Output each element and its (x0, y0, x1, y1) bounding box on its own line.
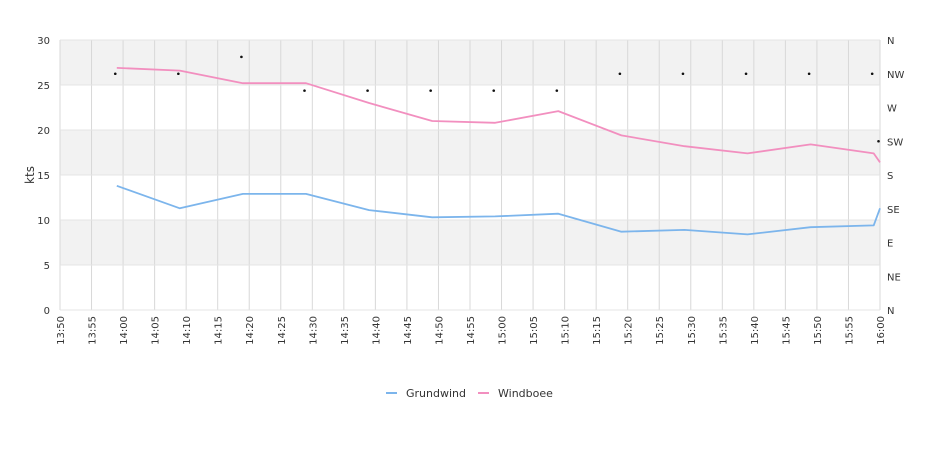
x-tick-label: 15:40 (750, 316, 761, 345)
x-tick-label: 14:35 (340, 316, 351, 345)
series-line (116, 67, 881, 163)
y-tick-label: 30 (37, 36, 50, 47)
direction-point (177, 72, 180, 76)
x-tick-label: 13:55 (88, 316, 99, 345)
direction-point (618, 72, 622, 76)
x-tick-label: 14:10 (182, 316, 193, 345)
x-tick-label: 15:30 (687, 316, 698, 345)
x-tick-label: 14:25 (277, 316, 288, 345)
x-tick-label: 15:35 (718, 316, 729, 345)
legend-label: Windboee (498, 387, 553, 400)
direction-tick-label: N (887, 306, 894, 317)
x-tick-label: 15:25 (655, 316, 666, 345)
y-tick-label: 5 (44, 261, 50, 272)
x-tick-label: 15:00 (498, 316, 509, 345)
direction-axis-ticks: N NE E SE S SW W NW N (887, 36, 904, 317)
direction-point (366, 89, 369, 92)
legend-label: Grundwind (406, 387, 466, 400)
x-tick-label: 14:30 (308, 316, 319, 345)
x-tick-label: 14:20 (245, 316, 256, 345)
y-tick-label: 20 (37, 126, 50, 137)
direction-point (877, 139, 880, 143)
y-tick-label: 10 (37, 216, 50, 227)
direction-tick-label: NW (887, 70, 904, 81)
series-line (116, 184, 881, 236)
direction-tick-label: E (887, 239, 893, 250)
direction-point (681, 72, 685, 76)
series-lines (116, 67, 881, 236)
direction-tick-label: SW (887, 137, 903, 148)
direction-point (429, 89, 432, 92)
x-tick-label: 14:15 (214, 316, 225, 345)
direction-point (492, 89, 496, 92)
y-tick-label: 15 (37, 171, 50, 182)
x-tick-label: 15:15 (592, 316, 603, 345)
x-tick-label: 14:05 (151, 316, 162, 345)
x-tick-label: 15:50 (813, 316, 824, 345)
x-tick-label: 15:05 (529, 316, 540, 345)
x-tick-label: 13:50 (56, 316, 67, 345)
direction-point (303, 89, 306, 92)
x-axis-ticks: 13:50 13:55 14:00 14:05 14:10 14:15 14:20 14:25… (56, 316, 887, 345)
x-tick-label: 14:40 (371, 316, 382, 345)
direction-point (870, 72, 874, 76)
direction-tick-label: SE (887, 205, 900, 216)
y-tick-label: 0 (44, 306, 50, 317)
x-tick-label: 15:55 (844, 316, 855, 345)
direction-point (744, 72, 748, 76)
x-tick-label: 14:00 (119, 316, 130, 345)
y-axis-label: kts (23, 166, 37, 184)
direction-tick-label: W (887, 104, 897, 115)
direction-point (113, 72, 117, 76)
x-tick-label: 15:10 (561, 316, 572, 345)
horizontal-gridlines (60, 39, 880, 311)
direction-point (240, 55, 243, 59)
x-tick-label: 14:55 (466, 316, 477, 345)
direction-tick-label: NE (887, 272, 901, 283)
legend: Grundwind Windboee (386, 387, 553, 400)
x-tick-label: 15:45 (781, 316, 792, 345)
direction-point (807, 72, 811, 76)
y-axis-ticks: 0 5 10 15 20 25 30 (37, 36, 50, 317)
direction-tick-label: S (887, 171, 893, 182)
direction-point (555, 89, 559, 92)
y-tick-label: 25 (37, 81, 50, 92)
x-tick-label: 15:20 (624, 316, 635, 345)
x-tick-label: 14:50 (434, 316, 445, 345)
direction-points (113, 55, 880, 143)
direction-tick-label: N (887, 36, 894, 47)
x-tick-label: 16:00 (876, 316, 887, 345)
x-tick-label: 14:45 (403, 316, 414, 345)
